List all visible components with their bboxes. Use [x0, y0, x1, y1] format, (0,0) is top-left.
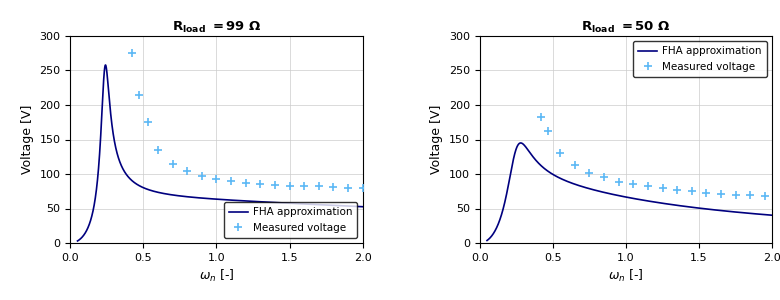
Legend: FHA approximation, Measured voltage: FHA approximation, Measured voltage	[224, 202, 357, 238]
Y-axis label: Voltage [V]: Voltage [V]	[21, 105, 34, 174]
X-axis label: $\omega_n$ [-]: $\omega_n$ [-]	[608, 268, 643, 284]
Title: $\mathbf{R_{load}}\ \mathbf{= 50\ \Omega}$: $\mathbf{R_{load}}\ \mathbf{= 50\ \Omega…	[581, 20, 671, 34]
X-axis label: $\omega_n$ [-]: $\omega_n$ [-]	[199, 268, 234, 284]
Title: $\mathbf{R_{load}}\ \mathbf{= 99\ \Omega}$: $\mathbf{R_{load}}\ \mathbf{= 99\ \Omega…	[172, 20, 261, 34]
Legend: FHA approximation, Measured voltage: FHA approximation, Measured voltage	[633, 41, 767, 77]
Y-axis label: Voltage [V]: Voltage [V]	[431, 105, 443, 174]
